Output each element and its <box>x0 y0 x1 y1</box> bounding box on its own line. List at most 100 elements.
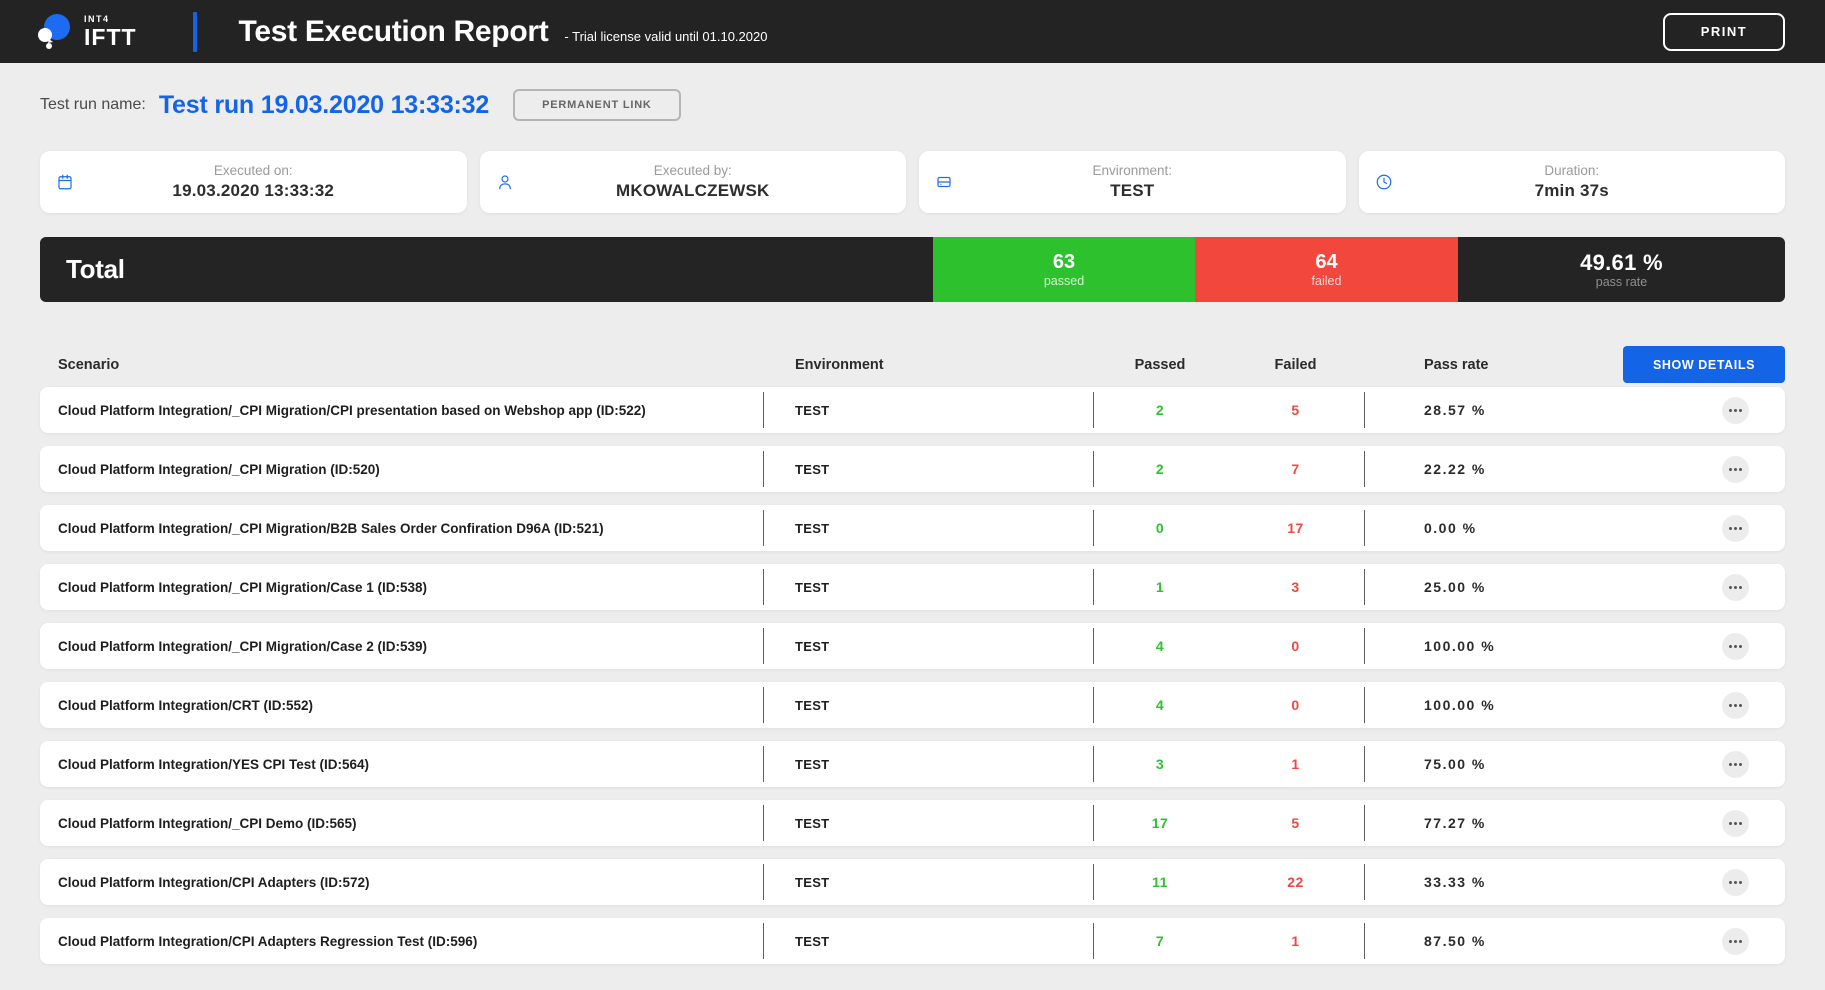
pass-rate-cell: 33.33 % <box>1364 859 1570 905</box>
table-row: Cloud Platform Integration/_CPI Migratio… <box>40 446 1785 492</box>
column-header-passed: Passed <box>1093 357 1227 373</box>
logo-main-text: IFTT <box>84 26 137 49</box>
passed-cell: 17 <box>1093 800 1227 846</box>
passed-cell: 11 <box>1093 859 1227 905</box>
summary-passed-section: 63 passed <box>933 237 1195 302</box>
row-actions-button ellipsis-icon[interactable] <box>1722 515 1749 542</box>
table-header-row: Scenario Environment Passed Failed Pass … <box>40 342 1785 387</box>
license-note: - Trial license valid until 01.10.2020 <box>564 29 767 44</box>
scenario-cell: Cloud Platform Integration/CRT (ID:552) <box>40 682 763 728</box>
pass-rate-cell: 28.57 % <box>1364 387 1570 433</box>
test-run-label: Test run name: <box>40 96 146 114</box>
table-rows: Cloud Platform Integration/_CPI Migratio… <box>40 387 1785 964</box>
environment-cell: TEST <box>763 682 1093 728</box>
scenario-cell: Cloud Platform Integration/_CPI Migratio… <box>40 623 763 669</box>
table-row: Cloud Platform Integration/_CPI Demo (ID… <box>40 800 1785 846</box>
environment-cell: TEST <box>763 859 1093 905</box>
column-header-failed: Failed <box>1227 357 1364 373</box>
scenario-cell: Cloud Platform Integration/CPI Adapters … <box>40 859 763 905</box>
pass-rate-cell: 0.00 % <box>1364 505 1570 551</box>
environment-card: Environment: TEST <box>919 151 1346 213</box>
failed-cell: 17 <box>1227 505 1364 551</box>
row-actions-button ellipsis-icon[interactable] <box>1722 869 1749 896</box>
failed-cell: 7 <box>1227 446 1364 492</box>
failed-count: 64 <box>1315 251 1337 274</box>
scenario-cell: Cloud Platform Integration/_CPI Migratio… <box>40 446 763 492</box>
passed-cell: 3 <box>1093 741 1227 787</box>
pass-rate-cell: 100.00 % <box>1364 623 1570 669</box>
environment-cell: TEST <box>763 446 1093 492</box>
print-button[interactable]: PRINT <box>1663 13 1785 51</box>
total-summary-bar: Total 63 passed 64 failed 49.61 % pass r… <box>40 237 1785 302</box>
scenario-cell: Cloud Platform Integration/CPI Adapters … <box>40 918 763 964</box>
passed-label: passed <box>1044 274 1084 288</box>
passed-count: 63 <box>1053 251 1075 274</box>
summary-title: Total <box>66 254 125 285</box>
failed-cell: 1 <box>1227 918 1364 964</box>
passed-cell: 2 <box>1093 446 1227 492</box>
pass-rate-label: pass rate <box>1596 275 1647 289</box>
card-value: 7min 37s <box>1535 181 1609 201</box>
row-actions-button ellipsis-icon[interactable] <box>1722 574 1749 601</box>
pass-rate-cell: 100.00 % <box>1364 682 1570 728</box>
passed-cell: 1 <box>1093 564 1227 610</box>
row-actions-button ellipsis-icon[interactable] <box>1722 397 1749 424</box>
passed-cell: 4 <box>1093 623 1227 669</box>
header-divider <box>193 12 197 52</box>
pass-rate-cell: 77.27 % <box>1364 800 1570 846</box>
table-row: Cloud Platform Integration/_CPI Migratio… <box>40 505 1785 551</box>
passed-cell: 2 <box>1093 387 1227 433</box>
executed-on-card: Executed on: 19.03.2020 13:33:32 <box>40 151 467 213</box>
failed-cell: 3 <box>1227 564 1364 610</box>
info-cards-row: Executed on: 19.03.2020 13:33:32 Environ… <box>40 151 1785 213</box>
summary-title-section: Total <box>40 237 933 302</box>
table-row: Cloud Platform Integration/CRT (ID:552) … <box>40 682 1785 728</box>
failed-cell: 0 <box>1227 682 1364 728</box>
test-run-name-link[interactable]: Test run 19.03.2020 13:33:32 <box>159 91 489 120</box>
table-row: Cloud Platform Integration/CPI Adapters … <box>40 918 1785 964</box>
user-icon <box>496 173 514 191</box>
column-header-pass-rate: Pass rate <box>1364 357 1570 373</box>
passed-cell: 4 <box>1093 682 1227 728</box>
row-actions-button ellipsis-icon[interactable] <box>1722 928 1749 955</box>
scenario-cell: Cloud Platform Integration/_CPI Migratio… <box>40 505 763 551</box>
logo-mark-icon <box>35 12 75 52</box>
scenario-cell: Cloud Platform Integration/_CPI Migratio… <box>40 564 763 610</box>
passed-cell: 7 <box>1093 918 1227 964</box>
executed-by-card: Environment: Executed by: MKOWALCZEWSK <box>480 151 907 213</box>
environment-cell: TEST <box>763 741 1093 787</box>
calendar-icon <box>56 173 74 191</box>
permanent-link-button[interactable]: PERMANENT LINK <box>513 89 681 121</box>
failed-cell: 22 <box>1227 859 1364 905</box>
environment-cell: TEST <box>763 918 1093 964</box>
environment-cell: TEST <box>763 387 1093 433</box>
pass-rate-cell: 22.22 % <box>1364 446 1570 492</box>
passed-cell: 0 <box>1093 505 1227 551</box>
row-actions-button ellipsis-icon[interactable] <box>1722 810 1749 837</box>
row-actions-button ellipsis-icon[interactable] <box>1722 751 1749 778</box>
card-label: Environment: <box>1092 163 1172 178</box>
logo-top-text: INT4 <box>84 15 137 24</box>
failed-cell: 5 <box>1227 800 1364 846</box>
table-row: Cloud Platform Integration/_CPI Migratio… <box>40 564 1785 610</box>
card-value: 19.03.2020 13:33:32 <box>172 181 334 201</box>
card-value: TEST <box>1110 181 1154 201</box>
row-actions-button ellipsis-icon[interactable] <box>1722 692 1749 719</box>
clock-icon <box>1375 173 1393 191</box>
summary-failed-section: 64 failed <box>1195 237 1458 302</box>
pass-rate-cell: 87.50 % <box>1364 918 1570 964</box>
row-actions-button ellipsis-icon[interactable] <box>1722 633 1749 660</box>
summary-pass-rate-section: 49.61 % pass rate <box>1458 237 1785 302</box>
card-value: MKOWALCZEWSK <box>616 181 770 201</box>
failed-cell: 5 <box>1227 387 1364 433</box>
environment-cell: TEST <box>763 800 1093 846</box>
show-details-button[interactable]: SHOW DETAILS <box>1623 346 1785 383</box>
column-header-environment: Environment <box>763 357 1093 373</box>
table-row: Cloud Platform Integration/YES CPI Test … <box>40 741 1785 787</box>
duration-card: Duration: 7min 37s <box>1359 151 1786 213</box>
page-title: Test Execution Report <box>239 15 549 49</box>
environment-cell: TEST <box>763 505 1093 551</box>
row-actions-button ellipsis-icon[interactable] <box>1722 456 1749 483</box>
main-content: Test run name: Test run 19.03.2020 13:33… <box>0 85 1825 964</box>
failed-cell: 1 <box>1227 741 1364 787</box>
